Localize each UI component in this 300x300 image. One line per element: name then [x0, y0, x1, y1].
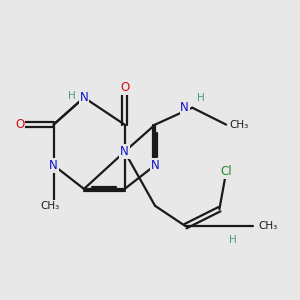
Text: O: O [120, 81, 129, 94]
Text: CH₃: CH₃ [230, 120, 249, 130]
Text: H: H [229, 235, 237, 245]
Text: CH₃: CH₃ [258, 221, 278, 231]
Text: H: H [68, 91, 76, 101]
Text: H: H [197, 93, 205, 103]
Text: N: N [180, 101, 189, 114]
Text: Cl: Cl [220, 166, 232, 178]
Text: O: O [15, 118, 24, 131]
Text: N: N [80, 91, 88, 104]
Text: N: N [49, 159, 58, 172]
Text: N: N [120, 145, 129, 158]
Text: N: N [151, 159, 160, 172]
Text: CH₃: CH₃ [40, 201, 60, 211]
